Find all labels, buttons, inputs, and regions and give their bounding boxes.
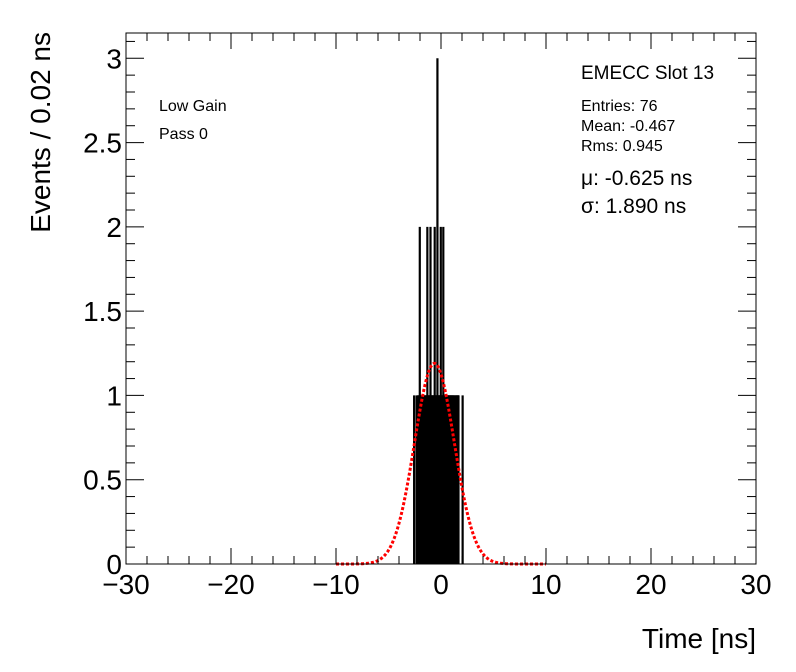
x-tick-label: 30 bbox=[740, 569, 771, 600]
x-tick-label: 20 bbox=[635, 569, 666, 600]
fit-sigma: σ: 1.890 ns bbox=[581, 195, 687, 218]
x-tick-label: −30 bbox=[102, 569, 150, 600]
x-tick-label: 10 bbox=[530, 569, 561, 600]
entries-stat: Entries: 76 bbox=[581, 98, 658, 115]
fit-mu: μ: -0.625 ns bbox=[581, 167, 693, 190]
y-tick-label: 0.5 bbox=[83, 465, 122, 496]
x-tick-label: −20 bbox=[207, 569, 255, 600]
mean-stat: Mean: -0.467 bbox=[581, 118, 676, 135]
y-tick-label: 2 bbox=[106, 212, 122, 243]
histogram-bars bbox=[413, 58, 464, 564]
y-tick-label: 2.5 bbox=[83, 128, 122, 159]
x-tick-label: 0 bbox=[433, 569, 449, 600]
pass-label: Pass 0 bbox=[159, 126, 208, 143]
y-tick-label: 1 bbox=[106, 380, 122, 411]
slot-title: EMECC Slot 13 bbox=[581, 63, 715, 84]
tick-labels: −30 −20 −10 0 10 20 30 0 0.5 1 1.5 2 2.5 3 bbox=[83, 43, 772, 600]
rms-stat: Rms: 0.945 bbox=[581, 138, 663, 155]
y-tick-label: 1.5 bbox=[83, 296, 122, 327]
y-tick-label: 0 bbox=[106, 549, 122, 580]
gain-label: Low Gain bbox=[159, 98, 227, 115]
x-tick-label: −10 bbox=[312, 569, 360, 600]
x-axis-label: Time [ns] bbox=[642, 623, 756, 654]
plot-axes bbox=[125, 32, 757, 565]
y-tick-label: 3 bbox=[106, 43, 122, 74]
y-axis-label: Events / 0.02 ns bbox=[25, 32, 56, 233]
